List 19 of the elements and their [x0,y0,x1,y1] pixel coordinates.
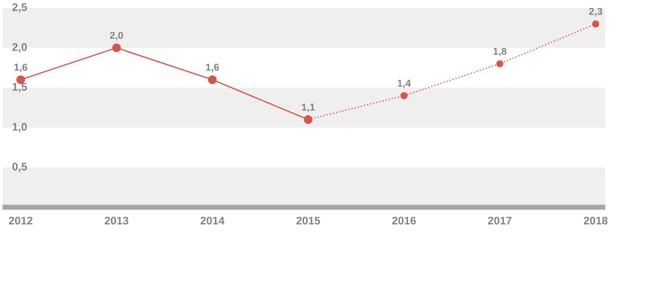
x-tick-label: 2017 [488,216,512,225]
data-label: 1,6 [14,64,28,72]
x-tick-label: 2012 [8,216,32,225]
x-tick-label: 2015 [296,216,320,225]
y-tick-label: 0,5 [12,162,27,172]
data-label: 2,0 [110,32,124,40]
x-tick-label: 2014 [200,216,224,225]
y-tick-label: 2,0 [12,43,27,53]
x-tick-label: 2016 [392,216,416,225]
y-tick-label: 1,0 [12,122,27,132]
y-tick-label: 2,5 [12,3,27,13]
data-label: 1,4 [398,80,411,88]
data-label: 1,6 [206,64,219,72]
data-label: 1,1 [302,104,315,112]
data-label: 2,3 [589,8,602,16]
y-tick-label: 1,5 [12,83,27,92]
data-label: 1,8 [494,48,506,56]
x-tick-label: 2018 [584,216,608,225]
x-tick-label: 2013 [104,216,128,225]
